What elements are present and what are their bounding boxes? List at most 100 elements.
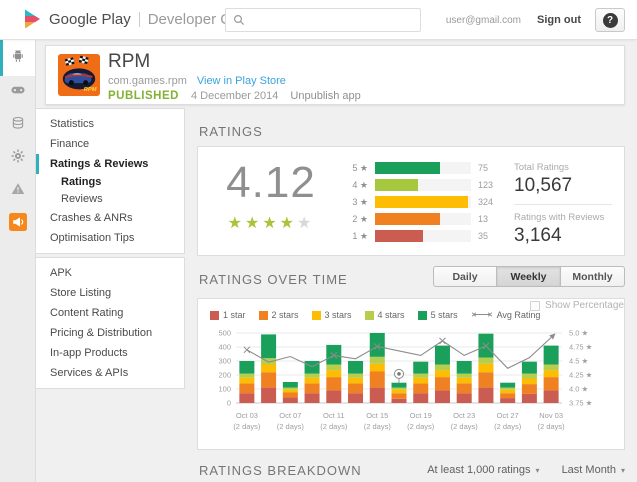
sidebar-item-ratings-reviews[interactable]: Ratings & Reviews (36, 154, 184, 174)
interval-button-monthly[interactable]: Monthly (561, 266, 625, 287)
total-ratings-value: 10,567 (514, 175, 573, 196)
bar-segment-5-stars (521, 361, 537, 374)
sidebar-item-reviews[interactable]: Reviews (61, 193, 103, 205)
y-left-tick: 500 (218, 329, 231, 338)
interval-buttons: Daily Weekly Monthly (433, 266, 625, 287)
sidebar-item-crashes-anrs[interactable]: Crashes & ANRs (50, 212, 133, 224)
sign-out-button[interactable]: Sign out (537, 14, 581, 26)
rating-row-label: 3 ★ (352, 196, 368, 207)
dropdown-caret-icon: ▾ (620, 465, 625, 475)
bar-segment-3-stars (434, 370, 450, 378)
bar-segment-1-star (261, 387, 277, 403)
sidebar-item-finance[interactable]: Finance (50, 138, 90, 150)
filter-last-month[interactable]: Last Month ▾ (562, 464, 625, 476)
bar-segment-5-stars (500, 382, 516, 388)
bar-segment-1-star (543, 390, 559, 403)
sidebar-item-content-rating[interactable]: Content Rating (50, 307, 124, 319)
sidebar-group-2: APK Store Listing Content Rating Pricing & … (36, 257, 185, 389)
y-left-tick: 100 (218, 385, 231, 394)
x-tick-sublabel: (2 days) (538, 422, 566, 431)
sidebar-item-store-listing[interactable]: Store Listing (50, 287, 112, 299)
rating-bar-fill (375, 162, 441, 174)
bar-segment-3-stars (478, 363, 494, 373)
sidebar-item-ratings[interactable]: Ratings (61, 176, 102, 188)
x-tick-label: Oct 11 (323, 411, 345, 420)
show-percentage-toggle[interactable]: Show Percentage (530, 300, 624, 311)
bar-segment-2-stars (543, 377, 559, 391)
sidebar-item-services-apis[interactable]: Services & APIs (50, 367, 129, 379)
sidebar-item-in-app-products[interactable]: In-app Products (50, 347, 128, 359)
show-percentage-checkbox[interactable] (530, 300, 541, 311)
bar-segment-3-stars (326, 370, 342, 378)
rail-item-alerts[interactable] (0, 175, 35, 208)
interval-button-daily[interactable]: Daily (433, 266, 497, 287)
bar-segment-4-stars (478, 357, 494, 364)
rating-row-label: 2 ★ (352, 213, 368, 224)
bar-segment-3-stars (391, 389, 407, 394)
line-x-marker (373, 343, 381, 350)
interval-button-weekly[interactable]: Weekly (497, 266, 561, 287)
breakdown-header-row: RATINGS BREAKDOWN At least 1,000 ratings… (199, 460, 625, 480)
search-box[interactable] (225, 8, 421, 32)
rail-item-announcements[interactable] (0, 208, 35, 241)
legend-item-2-stars: 2 stars (258, 310, 299, 320)
x-tick-label: Oct 07 (279, 411, 301, 420)
app-package: com.games.rpm (108, 75, 187, 87)
bar-segment-5-stars (456, 361, 472, 374)
ratings-with-reviews-label: Ratings with Reviews (514, 212, 605, 223)
search-input[interactable] (251, 14, 420, 26)
sidebar-item-pricing-distribution[interactable]: Pricing & Distribution (50, 327, 153, 339)
line-x-marker (439, 337, 446, 345)
bar-segment-3-stars (369, 363, 385, 372)
legend-label: 1 star (223, 310, 246, 320)
bar-segment-4-stars (521, 373, 537, 379)
y-left-tick: 400 (218, 343, 231, 352)
x-tick-label: Oct 19 (410, 411, 432, 420)
y-right-tick: 4.75 ★ (569, 343, 593, 352)
sidebar-item-statistics[interactable]: Statistics (50, 118, 95, 130)
rail-item-games[interactable] (0, 76, 35, 109)
help-button[interactable]: ? (595, 8, 625, 32)
ratings-over-time-chart[interactable]: 0 3.75 ★ 100 4.0 ★ 200 4.25 ★ 300 4.5 ★ 400 4.75 … (210, 327, 614, 445)
app-icon: RPM (58, 54, 100, 96)
unpublish-app-link[interactable]: Unpublish app (290, 90, 361, 102)
bar-segment-1-star (239, 393, 255, 403)
legend-label: 2 stars (271, 310, 299, 320)
search-icon (233, 14, 245, 26)
legend-chip (417, 310, 427, 320)
rating-bar-fill (375, 179, 419, 191)
bar-segment-5-stars (261, 334, 277, 359)
rail-item-android[interactable] (0, 40, 35, 76)
sidebar-item-optimisation-tips[interactable]: Optimisation Tips (50, 232, 135, 244)
bar-segment-5-stars (413, 361, 429, 374)
legend-item-avg-rating: Avg Rating (471, 306, 540, 324)
bar-segment-2-stars (369, 371, 385, 388)
legend-chip (210, 310, 219, 320)
chart-plot-area[interactable] (236, 333, 562, 403)
bar-segment-3-stars (456, 377, 472, 384)
rail-item-settings[interactable] (0, 142, 35, 175)
over-time-header-row: RATINGS OVER TIME Daily Weekly Monthly (199, 266, 625, 290)
app-header-card: RPM RPM com.games.rpm View in Play Store … (45, 45, 625, 105)
y-left-tick: 200 (218, 371, 231, 380)
bar-segment-2-stars (500, 393, 516, 399)
bar-segment-2-stars (239, 383, 255, 394)
y-left-tick: 300 (218, 357, 231, 366)
rail-item-earnings[interactable] (0, 109, 35, 142)
view-in-play-store-link[interactable]: View in Play Store (196, 75, 286, 87)
rating-bar-row-4-star: 4 ★ 123 (344, 179, 504, 191)
legend-item-5-stars: 5 stars (417, 310, 458, 320)
y-right-tick: 5.0 ★ (569, 329, 589, 338)
sidebar-item-apk[interactable]: APK (50, 267, 73, 279)
bar-segment-4-stars (413, 373, 429, 378)
help-icon: ? (602, 12, 618, 28)
rating-bar-row-1-star: 1 ★ 35 (344, 230, 504, 242)
bar-segment-5-stars (369, 333, 385, 357)
y-left-tick: 0 (227, 399, 231, 408)
filter-at-least-1-000-ratings[interactable]: At least 1,000 ratings ▾ (427, 464, 539, 476)
bar-segment-1-star (478, 387, 494, 403)
brand-primary: Google Play (49, 10, 131, 28)
rating-bar-row-3-star: 3 ★ 324 (344, 196, 504, 208)
x-tick-label: Oct 03 (236, 411, 258, 420)
alerts-icon (10, 181, 26, 202)
